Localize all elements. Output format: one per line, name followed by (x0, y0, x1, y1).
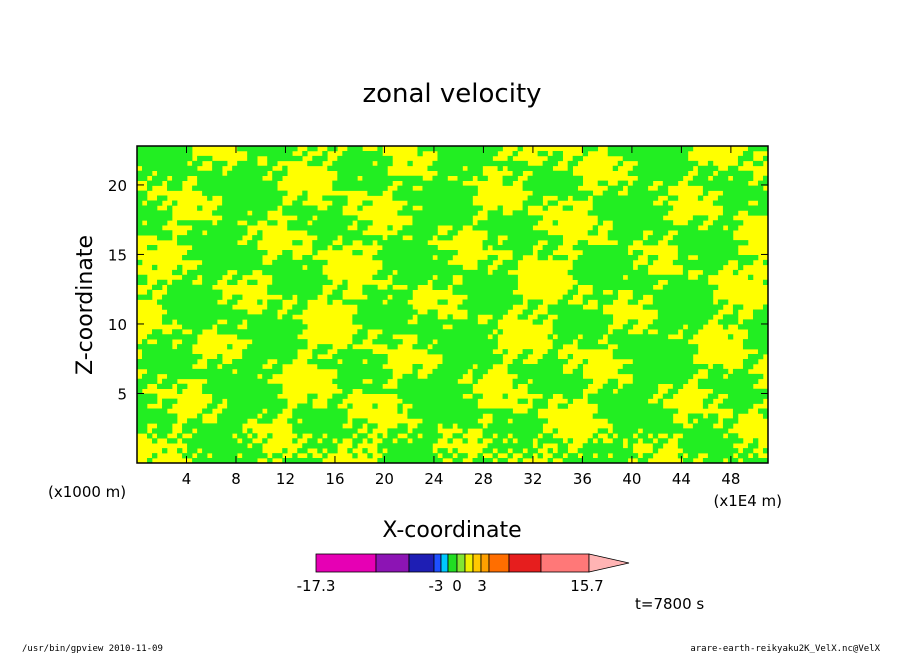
x-unit-left: (x1000 m) (48, 483, 126, 501)
x-tick-label: 24 (424, 470, 443, 488)
colorbar-segment (375, 553, 410, 573)
y-axis: 5 10 15 20 (108, 177, 768, 403)
colorbar-tick-labels: -17.3 -3 0 3 15.7 (297, 577, 604, 595)
x-unit-right: (x1E4 m) (713, 492, 782, 510)
plot-frame (136, 145, 769, 464)
colorbar-segment (440, 553, 449, 573)
x-tick-label: 32 (523, 470, 542, 488)
x-tick-label: 4 (182, 470, 192, 488)
colorbar-tick-label: 0 (452, 577, 462, 595)
colorbar-segment (472, 553, 482, 573)
x-tick-label: 40 (622, 470, 641, 488)
x-tick-label: 36 (573, 470, 592, 488)
colorbar-segment (480, 553, 490, 573)
colorbar-segment (456, 553, 466, 573)
colorbar-tick-label: -3 (429, 577, 444, 595)
x-axis-label: X-coordinate (382, 518, 521, 543)
colorbar-segment (315, 553, 377, 573)
x-tick-label: 12 (276, 470, 295, 488)
colorbar-segment (433, 553, 442, 573)
colorbar-tick-label: -17.3 (297, 577, 336, 595)
y-tick-label: 20 (108, 177, 127, 195)
colorbar-segment (408, 553, 435, 573)
footer-right: arare-earth-reikyaku2K_VelX.nc@VelX (690, 644, 880, 654)
colorbar (315, 553, 630, 573)
chart-title: zonal velocity (362, 79, 541, 109)
x-tick-label: 44 (672, 470, 691, 488)
velocity-field (137, 146, 768, 463)
y-tick-label: 5 (117, 385, 127, 403)
colorbar-tick-label: 3 (477, 577, 487, 595)
footer-left: /usr/bin/gpview 2010-11-09 (22, 644, 163, 654)
colorbar-segment (488, 553, 510, 573)
y-tick-label: 10 (108, 316, 127, 334)
colorbar-segment (508, 553, 542, 573)
colorbar-tick-label: 15.7 (570, 577, 603, 595)
x-tick-label: 16 (325, 470, 344, 488)
y-tick-label: 15 (108, 246, 127, 264)
y-axis-label: Z-coordinate (73, 235, 98, 375)
colorbar-segment (540, 553, 590, 573)
x-tick-label: 8 (231, 470, 241, 488)
colorbar-extension-arrow (588, 553, 630, 573)
colorbar-segment (464, 553, 474, 573)
x-axis: 4 8 12 16 20 24 28 32 36 40 44 48 (182, 146, 740, 488)
negative-velocity-region (137, 146, 768, 463)
x-tick-label: 20 (375, 470, 394, 488)
colorbar-segment (447, 553, 458, 573)
x-tick-label: 28 (474, 470, 493, 488)
x-tick-label: 48 (721, 470, 740, 488)
time-label: t=7800 s (635, 595, 704, 613)
